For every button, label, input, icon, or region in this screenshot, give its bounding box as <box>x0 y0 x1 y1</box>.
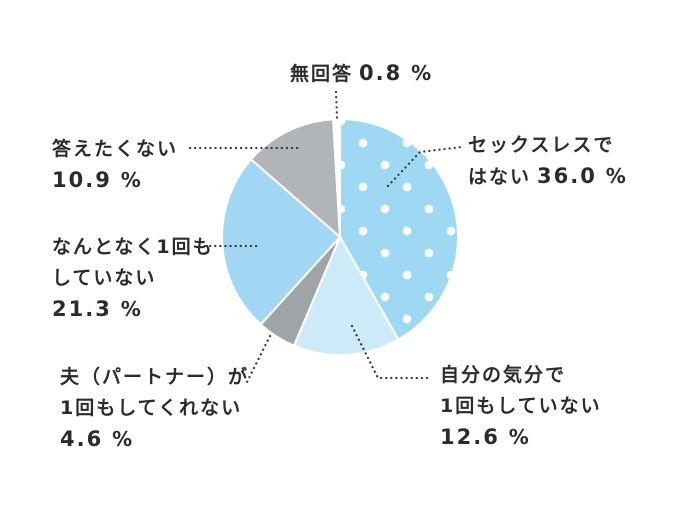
label-partner-never: 夫（パートナー）が 1回もしてくれない 4.6 % <box>60 362 249 455</box>
slice-somehow-never <box>221 157 342 326</box>
label-dont-want-answer: 答えたくない 10.9 % <box>52 134 178 196</box>
label-not-sexless-line2: はない 36.0 % <box>468 164 628 188</box>
slice-dont-want-answer <box>249 118 342 240</box>
label-not-sexless-line1: セックスレスで <box>468 134 615 156</box>
label-own-mood: 自分の気分で 1回もしていない 12.6 % <box>440 360 602 453</box>
label-somehow-never-line1: なんとなく1回も <box>52 236 214 258</box>
slice-own-mood <box>292 234 400 356</box>
leader-no-answer <box>334 90 339 120</box>
leader-not-sexless <box>386 145 464 188</box>
label-own-mood-line1: 自分の気分で <box>440 364 567 386</box>
label-partner-never-pct: 4.6 % <box>60 427 135 451</box>
slice-no-answer <box>332 117 341 238</box>
label-dont-want-answer-pct: 10.9 % <box>52 168 143 192</box>
label-somehow-never-line2: していない <box>52 267 157 289</box>
label-somehow-never-pct: 21.3 % <box>52 297 143 321</box>
slice-not-sexless <box>339 117 460 341</box>
leader-own-mood <box>350 324 434 380</box>
leader-partner-never <box>244 334 272 386</box>
label-partner-never-line1: 夫（パートナー）が <box>60 366 250 388</box>
label-no-answer-text: 無回答 <box>290 63 354 85</box>
label-not-sexless: セックスレスで はない 36.0 % <box>468 130 628 193</box>
label-partner-never-line2: 1回もしてくれない <box>60 397 243 419</box>
label-somehow-never: なんとなく1回も していない 21.3 % <box>52 232 214 325</box>
label-own-mood-pct: 12.6 % <box>440 425 531 449</box>
label-no-answer-pct: 0.8 % <box>359 61 434 85</box>
label-no-answer: 無回答 0.8 % <box>290 58 433 90</box>
label-own-mood-line2: 1回もしていない <box>440 395 602 417</box>
label-dont-want-answer-text: 答えたくない <box>52 138 179 160</box>
